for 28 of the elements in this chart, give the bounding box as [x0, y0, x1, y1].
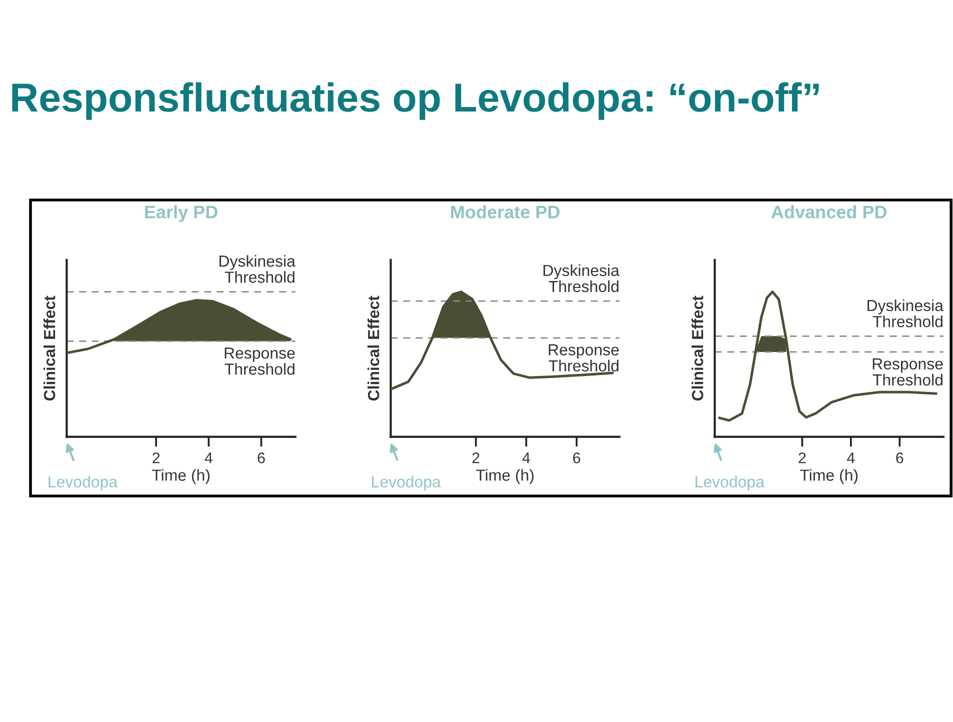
x-axis-title: Time (h): [476, 469, 534, 484]
text: Levodopa: [696, 476, 764, 491]
ref-line-label: Dyskinesia Threshold: [544, 264, 620, 292]
chart-title: Early PD: [145, 205, 218, 222]
ref-line-label: Response Threshold: [224, 348, 295, 375]
x-axis-title: Time (h): [800, 469, 858, 484]
ref-line-label: Response Threshold: [872, 358, 943, 386]
ref-line-label: Dyskinesia Threshold: [868, 299, 944, 328]
x-tick-label: 4: [204, 452, 212, 464]
y-axis-title: Clinical Effect: [368, 296, 380, 401]
x-axis-title: Time (h): [152, 469, 210, 484]
ref-line-label: Dyskinesia Threshold: [220, 255, 296, 283]
y-axis-title: Clinical Effect: [43, 296, 56, 401]
text: Levodopa: [48, 476, 118, 491]
y-axis-title: Clinical Effect: [692, 296, 704, 401]
x-tick-label: 6: [896, 452, 904, 464]
x-tick-label: 4: [522, 452, 530, 464]
text: Responsfluctuaties op Levodopa: “on-off”: [12, 82, 819, 120]
text: Levodopa: [372, 476, 441, 491]
x-tick-label: 2: [152, 452, 160, 464]
chart-title: Advanced PD: [771, 205, 887, 218]
x-tick-label: 2: [472, 452, 480, 464]
chart-title: Moderate PD: [451, 205, 560, 218]
x-tick-label: 4: [847, 452, 855, 464]
x-tick-label: 6: [573, 452, 580, 464]
ref-line-label: Response Threshold: [548, 344, 619, 372]
x-tick-label: 6: [258, 452, 265, 464]
x-tick-label: 2: [798, 452, 806, 464]
